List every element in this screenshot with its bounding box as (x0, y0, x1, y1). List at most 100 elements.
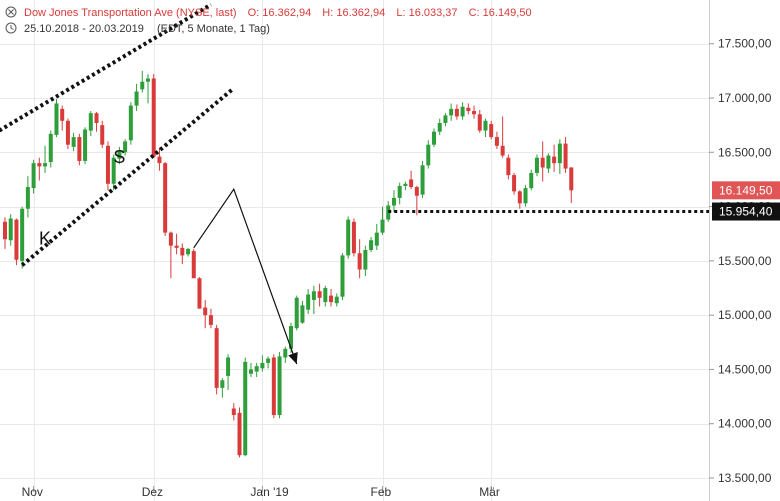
candle (477, 109, 482, 133)
candle (128, 102, 133, 145)
ohlc-open: O: 16.362,94 (248, 7, 312, 19)
candle (37, 157, 42, 181)
candle-body (163, 163, 168, 233)
date-range: 25.10.2018 - 20.03.2019 (EDT, 5 Monate, … (24, 23, 270, 35)
candle (529, 169, 534, 191)
candle (391, 190, 396, 212)
annotation-label: K (39, 229, 51, 249)
candle (420, 160, 425, 198)
candle-body (271, 357, 276, 416)
candle (31, 159, 36, 194)
candle (248, 362, 253, 378)
candle-body (466, 107, 471, 112)
candle (546, 153, 551, 173)
candle-body (54, 103, 59, 135)
candle-body (123, 141, 128, 153)
candle (197, 277, 202, 309)
candle-body (25, 187, 30, 209)
candle (432, 128, 436, 147)
candle-body (426, 144, 431, 166)
candle (460, 102, 465, 120)
candle (191, 248, 196, 279)
candle-body (8, 218, 13, 241)
candle-body (77, 137, 82, 161)
candle-body (300, 305, 305, 323)
candle-body (105, 145, 110, 184)
candle (77, 133, 82, 166)
candle-body (472, 111, 477, 115)
candle (54, 99, 59, 138)
candle (8, 214, 13, 246)
candle (214, 324, 219, 395)
candle (449, 103, 454, 121)
candle (260, 355, 265, 372)
y-tick-label: 15.500,00 (718, 254, 772, 268)
candle (409, 170, 414, 190)
candle (271, 354, 276, 419)
x-tick-label: Feb (371, 485, 392, 499)
candle-body (460, 106, 465, 117)
candle-body (306, 294, 311, 310)
candle-body (403, 183, 408, 186)
close-icon-stroke-b (8, 9, 14, 15)
candle-body (569, 167, 574, 191)
candle-body (363, 250, 368, 270)
candle-series (3, 70, 574, 458)
ohlc-low: L: 16.033,37 (396, 7, 457, 19)
candle (105, 141, 110, 191)
candle-body (71, 137, 76, 147)
candle (557, 139, 562, 174)
candle (380, 206, 385, 235)
candle-body (180, 247, 185, 256)
candle-body (88, 113, 93, 131)
candle (123, 139, 128, 156)
candle (294, 295, 299, 331)
candle (231, 403, 236, 421)
candle-body (557, 143, 562, 164)
candle (146, 74, 150, 104)
candle (43, 145, 48, 173)
instrument-name: Dow Jones Transportation Ave (NYSE, last… (24, 7, 237, 19)
candle-body (506, 157, 511, 176)
candle-body (494, 137, 499, 146)
candle-body (168, 232, 173, 246)
candle (369, 236, 374, 253)
candle-body (283, 348, 288, 358)
candle-body (517, 191, 522, 204)
candle (283, 346, 288, 363)
candle (117, 146, 122, 165)
candle (88, 111, 93, 136)
candle-body (483, 120, 488, 131)
candle-body (289, 326, 293, 349)
candle-body (414, 187, 419, 196)
candle (374, 223, 379, 250)
candle-body (243, 361, 248, 456)
candle (311, 285, 316, 315)
candle (220, 378, 225, 398)
candle (403, 181, 408, 191)
candle-body (357, 253, 362, 270)
candle-body (191, 251, 196, 279)
clock-icon-hands (10, 25, 14, 30)
candle-body (151, 78, 156, 157)
candle-body (340, 255, 345, 297)
candle (397, 182, 402, 205)
chart-header: Dow Jones Transportation Ave (NYSE, last… (5, 6, 532, 35)
trend-arrow-line (193, 187, 298, 365)
candle-body (117, 151, 122, 159)
candle-body (449, 108, 454, 116)
candle (20, 206, 25, 269)
close-icon[interactable] (5, 6, 17, 18)
last-price-label: 16.149,50 (719, 183, 773, 197)
annotation-label: S (113, 147, 125, 167)
candle (277, 352, 282, 419)
candle-body (65, 120, 70, 145)
candle (254, 362, 259, 378)
candle (334, 293, 339, 307)
candle (523, 184, 528, 207)
candle-body (174, 245, 179, 248)
candle (323, 285, 328, 307)
candle-body (346, 219, 351, 256)
candle-body (43, 163, 48, 167)
candle (140, 70, 145, 93)
